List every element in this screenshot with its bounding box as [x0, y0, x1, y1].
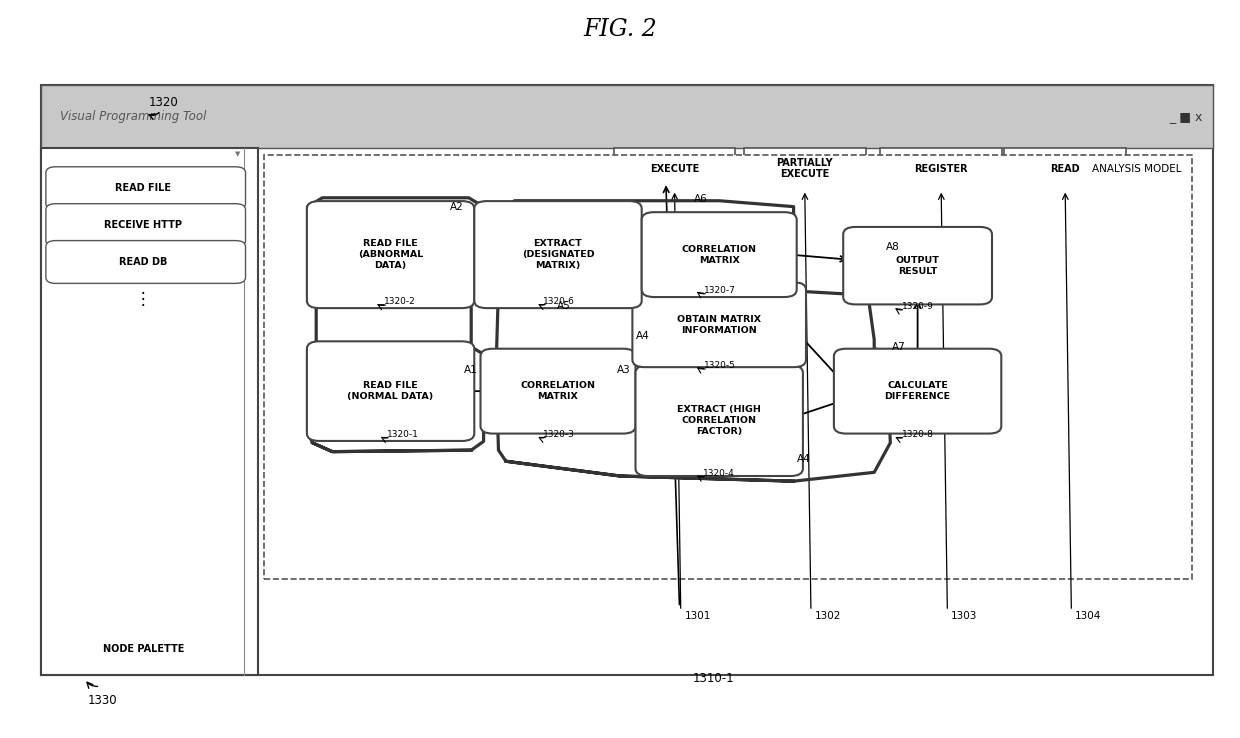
FancyBboxPatch shape [41, 85, 1213, 148]
Text: 1320-7: 1320-7 [704, 286, 737, 295]
Text: 1320-9: 1320-9 [901, 303, 934, 311]
FancyBboxPatch shape [632, 282, 806, 367]
Text: A5: A5 [557, 301, 572, 311]
Text: OUTPUT
RESULT: OUTPUT RESULT [895, 255, 940, 276]
Text: 1320-2: 1320-2 [384, 297, 417, 306]
Text: EXTRACT
(DESIGNATED
MATRIX): EXTRACT (DESIGNATED MATRIX) [522, 239, 594, 270]
Text: A1: A1 [464, 365, 479, 376]
Text: EXTRACT (HIGH
CORRELATION
FACTOR): EXTRACT (HIGH CORRELATION FACTOR) [677, 405, 761, 436]
Text: 1330: 1330 [88, 694, 118, 707]
FancyBboxPatch shape [614, 148, 735, 190]
Text: 1320-5: 1320-5 [704, 362, 737, 370]
FancyBboxPatch shape [474, 201, 642, 308]
Text: CALCULATE
DIFFERENCE: CALCULATE DIFFERENCE [884, 381, 951, 401]
Text: PARTIALLY
EXECUTE: PARTIALLY EXECUTE [776, 158, 833, 179]
Text: FIG. 2: FIG. 2 [583, 18, 657, 41]
Text: READ FILE
(NORMAL DATA): READ FILE (NORMAL DATA) [347, 381, 434, 401]
Text: 1320-3: 1320-3 [543, 430, 575, 439]
Text: 1320: 1320 [149, 96, 179, 109]
Text: CORRELATION
MATRIX: CORRELATION MATRIX [521, 381, 595, 401]
Text: A7: A7 [892, 342, 906, 352]
Text: ▼: ▼ [236, 151, 241, 157]
FancyBboxPatch shape [1004, 148, 1126, 190]
FancyBboxPatch shape [264, 155, 1192, 579]
Text: Visual Programming Tool: Visual Programming Tool [60, 110, 206, 123]
Text: 1304: 1304 [1075, 611, 1101, 621]
FancyBboxPatch shape [843, 227, 992, 304]
Text: READ DB: READ DB [119, 257, 167, 267]
FancyBboxPatch shape [306, 201, 474, 308]
FancyBboxPatch shape [635, 365, 804, 476]
FancyBboxPatch shape [46, 167, 246, 210]
FancyBboxPatch shape [41, 85, 1213, 675]
Text: OBTAIN MATRIX
INFORMATION: OBTAIN MATRIX INFORMATION [677, 314, 761, 335]
Text: 1310-1: 1310-1 [692, 672, 734, 685]
FancyBboxPatch shape [46, 204, 246, 246]
Text: READ FILE
(ABNORMAL
DATA): READ FILE (ABNORMAL DATA) [358, 239, 423, 270]
Text: RECEIVE HTTP: RECEIVE HTTP [104, 220, 182, 230]
Text: 1302: 1302 [815, 611, 841, 621]
Text: _ ■ x: _ ■ x [1169, 110, 1203, 123]
Text: 1320-6: 1320-6 [543, 297, 575, 306]
FancyBboxPatch shape [880, 148, 1002, 190]
FancyBboxPatch shape [642, 213, 796, 297]
FancyBboxPatch shape [833, 349, 1002, 433]
FancyBboxPatch shape [41, 148, 258, 675]
Text: NODE PALETTE: NODE PALETTE [103, 644, 184, 655]
Text: 1301: 1301 [684, 611, 711, 621]
Text: EXECUTE: EXECUTE [650, 164, 699, 173]
FancyBboxPatch shape [306, 341, 474, 441]
Text: ⋮: ⋮ [135, 290, 151, 308]
Text: READ: READ [1050, 164, 1080, 173]
Text: A3: A3 [616, 365, 631, 376]
Text: A4: A4 [796, 454, 811, 464]
Text: 1320-4: 1320-4 [703, 469, 735, 478]
Text: REGISTER: REGISTER [914, 164, 968, 173]
Text: CORRELATION
MATRIX: CORRELATION MATRIX [682, 244, 756, 265]
FancyBboxPatch shape [46, 241, 246, 283]
Text: A8: A8 [885, 242, 900, 252]
Text: A4: A4 [635, 331, 650, 341]
Text: 1320-1: 1320-1 [387, 430, 419, 439]
FancyBboxPatch shape [481, 349, 635, 433]
Text: A2: A2 [449, 201, 464, 212]
FancyBboxPatch shape [744, 148, 866, 190]
Text: READ FILE: READ FILE [115, 183, 171, 193]
Text: 1303: 1303 [951, 611, 977, 621]
Text: 1320-8: 1320-8 [901, 430, 934, 439]
Text: A6: A6 [693, 194, 708, 204]
Text: ANALYSIS MODEL: ANALYSIS MODEL [1092, 164, 1182, 174]
